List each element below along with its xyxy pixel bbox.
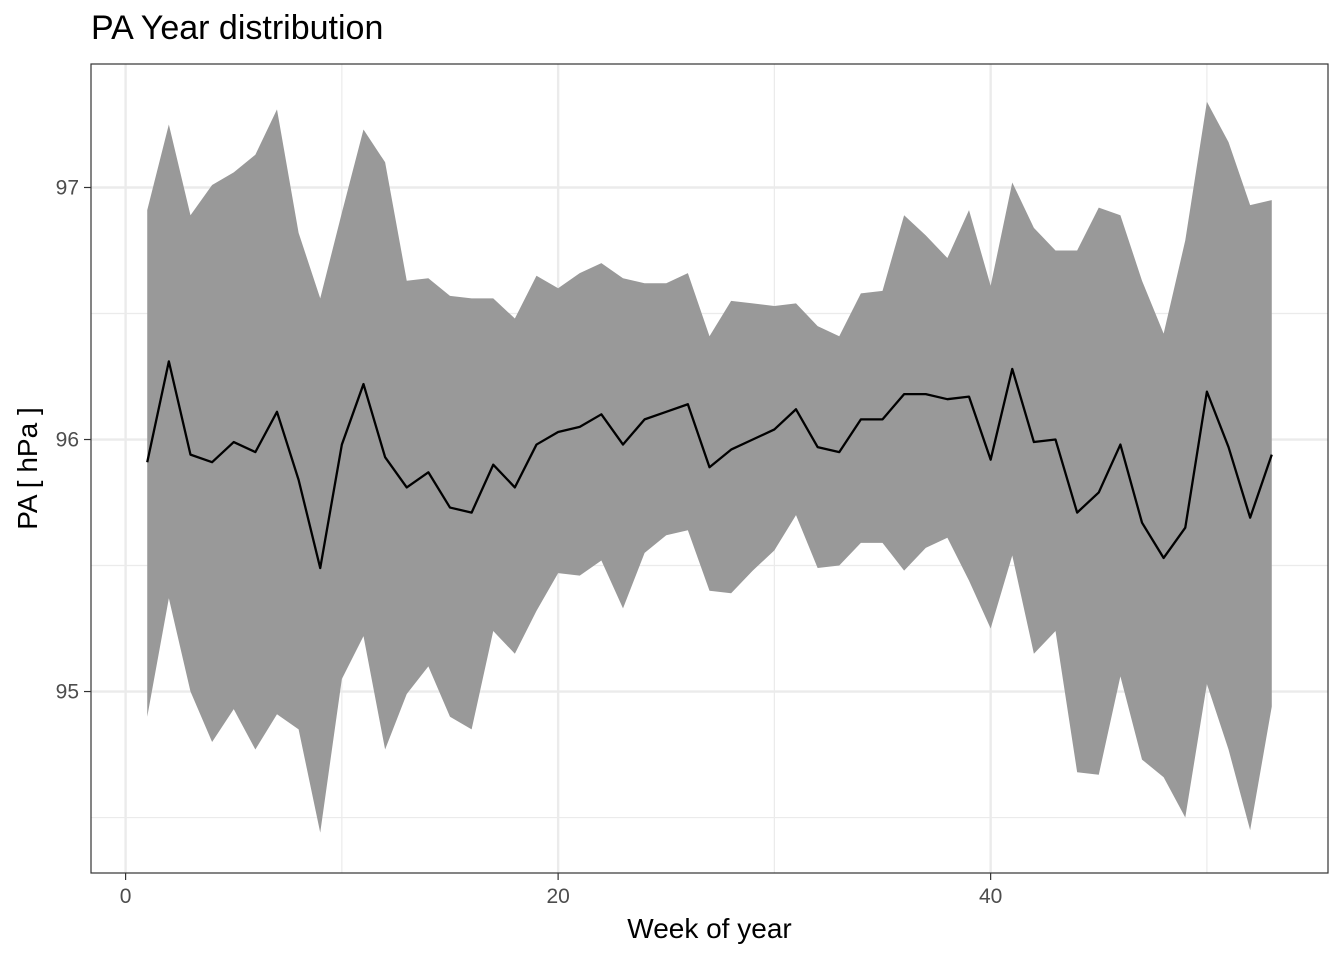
plot-border <box>90 63 1329 874</box>
x-axis-title: Week of year <box>627 913 791 944</box>
chart-title: PA Year distribution <box>91 9 383 47</box>
x-tick-label-2: 40 <box>979 885 1002 908</box>
x-tick-label-1: 20 <box>546 885 569 908</box>
x-tick-label-0: 0 <box>120 885 132 908</box>
y-tick-label-1: 96 <box>56 429 79 452</box>
y-axis-ticks: 95 96 97 <box>56 176 91 704</box>
y-axis-title: PA [ hPa ] <box>12 407 43 529</box>
mean-points <box>147 361 1272 569</box>
y-tick-label-2: 97 <box>56 176 79 199</box>
y-tick-label-0: 95 <box>56 681 79 704</box>
x-axis-ticks: 0 20 40 <box>120 873 1002 908</box>
